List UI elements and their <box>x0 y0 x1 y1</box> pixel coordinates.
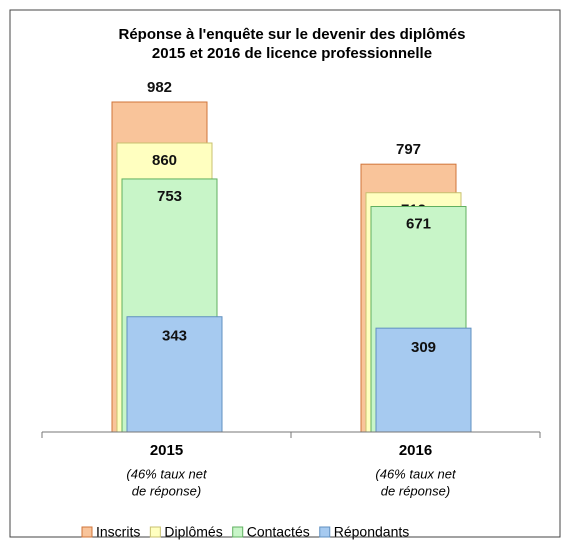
legend-swatch <box>319 526 331 538</box>
bar <box>375 327 472 433</box>
legend-label: Répondants <box>334 524 410 540</box>
legend-label: Diplômés <box>164 524 222 540</box>
data-label: 860 <box>152 152 177 169</box>
data-label: 343 <box>162 328 187 345</box>
category-note: (46% taux net <box>126 466 208 481</box>
chart-title: 2015 et 2016 de licence professionnelle <box>152 45 432 62</box>
data-label: 309 <box>411 339 436 356</box>
category-note: de réponse) <box>132 483 201 498</box>
chart-title: Réponse à l'enquête sur le devenir des d… <box>118 26 465 43</box>
category-note: de réponse) <box>381 483 450 498</box>
x-tick-label: 2016 <box>399 442 432 459</box>
data-label: 797 <box>396 141 421 158</box>
legend-label: Inscrits <box>96 524 140 540</box>
chart-frame <box>9 9 561 538</box>
legend-swatch <box>149 526 161 538</box>
legend-label: Contactés <box>247 524 310 540</box>
data-label: 753 <box>157 188 182 205</box>
legend-swatch <box>81 526 93 538</box>
legend-swatch <box>232 526 244 538</box>
category-note: (46% taux net <box>375 466 457 481</box>
data-label: 671 <box>406 215 431 232</box>
x-tick-label: 2015 <box>150 442 183 459</box>
data-label: 982 <box>147 79 172 96</box>
bar <box>126 316 223 433</box>
